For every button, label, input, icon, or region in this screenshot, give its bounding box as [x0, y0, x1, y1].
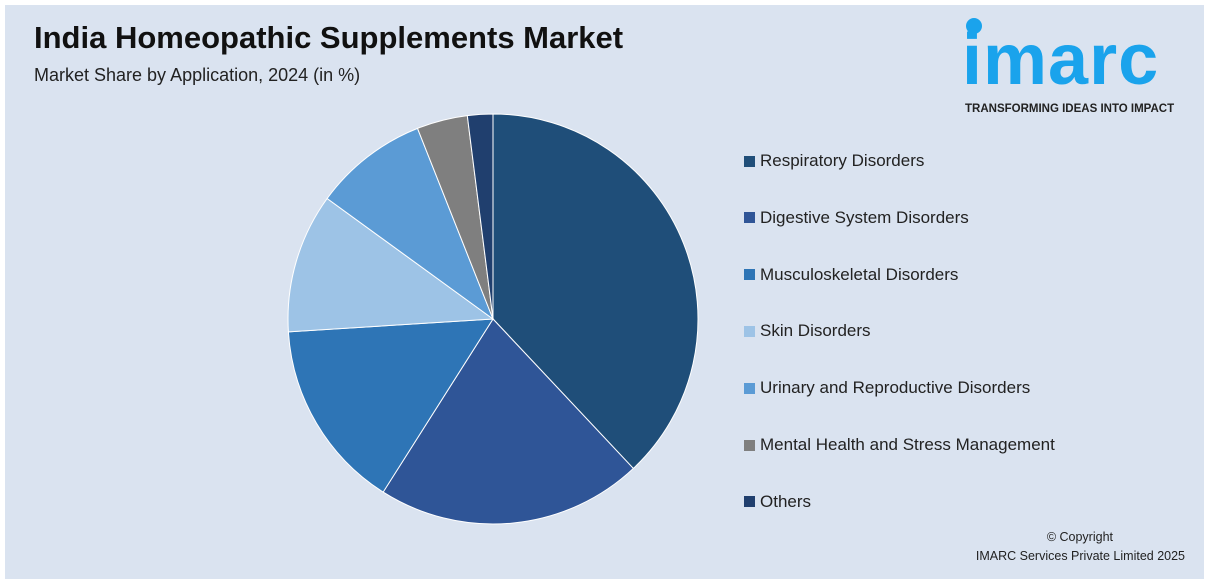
pie-slice-others: [466, 113, 494, 320]
legend-item: Urinary and Reproductive Disorders: [744, 377, 1030, 399]
chart-title: India Homeopathic Supplements Market: [34, 20, 624, 55]
copyright-label: © Copyright: [1046, 530, 1113, 544]
pie-slice-musculoskeletal-disorders: [287, 318, 494, 493]
pie-slice-respiratory-disorders: [492, 113, 699, 470]
legend-swatch: [744, 382, 755, 394]
legend-swatch: [744, 325, 755, 337]
legend-swatch: [744, 155, 755, 167]
legend-label: Musculoskeletal Disorders: [760, 264, 959, 284]
imarc-logo: imarc TRANSFORMING IDEAS INTO IMPACT: [960, 14, 1195, 119]
copyright: © Copyright IMARC Services Private Limit…: [976, 528, 1185, 566]
chart-subtitle: Market Share by Application, 2024 (in %): [34, 65, 361, 85]
legend-item: Musculoskeletal Disorders: [744, 264, 958, 286]
pie-slice-urinary-and-reproductive-disorders: [326, 127, 495, 321]
logo-dot-icon: [966, 18, 982, 34]
legend-item: Respiratory Disorders: [744, 150, 924, 172]
legend-label: Respiratory Disorders: [760, 151, 925, 170]
legend-swatch: [744, 496, 755, 508]
legend-swatch: [744, 439, 755, 451]
legend-label: Others: [760, 491, 812, 511]
logo-tagline: TRANSFORMING IDEAS INTO IMPACT: [965, 103, 1175, 115]
legend-item: Digestive System Disorders: [744, 207, 969, 229]
legend-swatch: [744, 269, 755, 281]
legend-item: Mental Health and Stress Management: [744, 434, 1055, 456]
logo-word: imarc: [962, 20, 1160, 100]
legend-item: Others: [744, 491, 811, 513]
legend-swatch: [744, 212, 755, 224]
legend-label: Mental Health and Stress Management: [760, 435, 1055, 454]
legend-label: Urinary and Reproductive Disorders: [760, 378, 1031, 398]
copyright-company: IMARC Services Private Limited 2025: [975, 549, 1185, 563]
pie-slice-skin-disorders: [287, 197, 495, 333]
legend-item: Skin Disorders: [744, 320, 871, 342]
legend-label: Skin Disorders: [760, 321, 871, 341]
pie-slice-digestive-system-disorders: [382, 318, 635, 525]
legend-label: Digestive System Disorders: [760, 207, 969, 227]
